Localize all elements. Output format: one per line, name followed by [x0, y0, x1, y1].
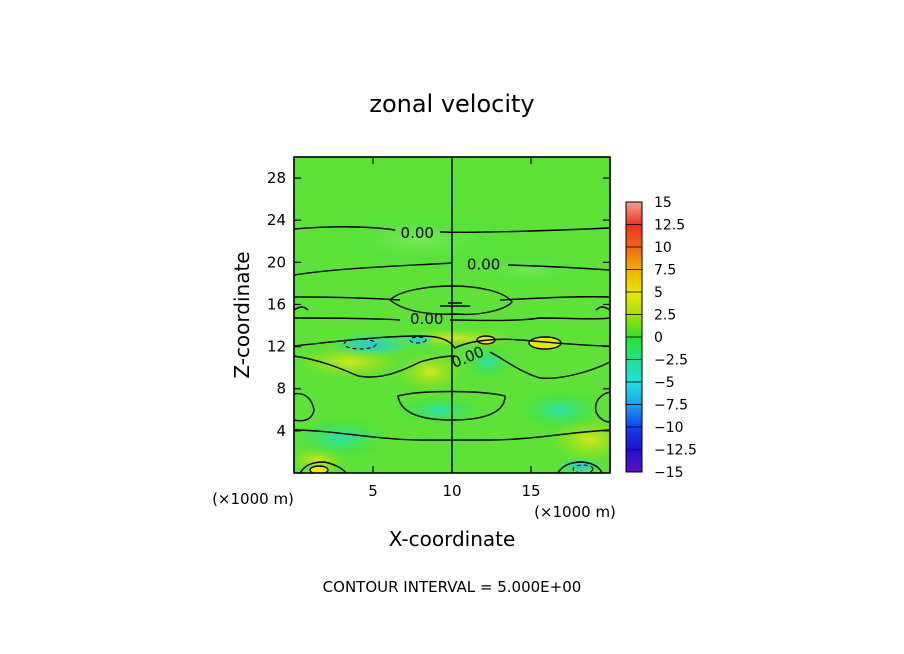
- colorbar-label: −7.5: [654, 398, 688, 414]
- y-axis-title: Z-coordinate: [230, 251, 254, 378]
- contour-line: [440, 302, 470, 307]
- contour-line: [528, 336, 562, 350]
- colorbar-segment: [626, 359, 642, 383]
- x-tick-label: 5: [368, 482, 378, 500]
- x-unit-right: (×1000 m): [534, 503, 616, 521]
- contour-line: [299, 461, 347, 473]
- colorbar-label: 7.5: [654, 263, 676, 279]
- y-tick-label: 24: [267, 211, 286, 229]
- y-axis: 4 8 12 16 20 24 28: [267, 169, 610, 440]
- field-patch: [395, 395, 485, 425]
- x-tick-label: 15: [521, 482, 540, 500]
- x-tick-label: 10: [442, 482, 461, 500]
- field-patch: [515, 390, 605, 430]
- colorbar-segment: [626, 427, 642, 450]
- colorbar-label: −12.5: [654, 443, 697, 459]
- contour-lines: [294, 226, 610, 473]
- contour-label: 0.00: [401, 224, 434, 242]
- colorbar-segment: [626, 314, 642, 338]
- y-tick-label: 12: [267, 338, 286, 356]
- colorbar-segment: [626, 449, 642, 473]
- y-tick-label: 20: [267, 253, 286, 271]
- colorbar-segment: [626, 382, 642, 405]
- colorbar-label: 10: [654, 240, 672, 256]
- colorbar-label: −15: [654, 465, 684, 481]
- colorbar-segment: [626, 269, 642, 293]
- negative-contour-line: [572, 464, 594, 473]
- colorbar-segment: [626, 224, 642, 248]
- field-patch: [529, 337, 561, 349]
- chart-title: zonal velocity: [369, 90, 534, 118]
- contour-line: [294, 392, 315, 422]
- colorbar-segment: [626, 202, 642, 225]
- contour-line: [294, 429, 610, 441]
- contour-line: [309, 465, 329, 473]
- negative-contour-lines: [343, 336, 594, 473]
- colorbar: 15 12.5 10 7.5 5 2.5 0 −2.5 −5 −7.5 −10 −12.5 −15: [625, 195, 697, 481]
- field-patch: [294, 416, 390, 460]
- colorbar-segment: [626, 247, 642, 270]
- field-patch: [310, 210, 530, 270]
- field-patch: [400, 333, 436, 347]
- negative-contour-line: [343, 338, 377, 350]
- colorbar-label: 12.5: [654, 218, 685, 234]
- colorbar-segment: [626, 404, 642, 428]
- contour-line: [476, 335, 496, 345]
- contour-line: [557, 461, 603, 473]
- colorbar-label: 2.5: [654, 308, 676, 324]
- colorbar-label: −5: [654, 375, 675, 391]
- contour-line: [294, 335, 610, 349]
- field-patch: [398, 352, 462, 392]
- colorbar-segment: [626, 292, 642, 315]
- y-tick-label: 16: [267, 295, 286, 313]
- contour-line: [489, 351, 610, 380]
- y-tick-label: 8: [276, 380, 286, 398]
- contour-label: 0.00: [410, 310, 443, 328]
- contour-line: [294, 262, 610, 276]
- y-tick-label: 28: [267, 169, 286, 187]
- x-unit-left: (×1000 m): [212, 490, 294, 508]
- field-patch: [460, 252, 600, 288]
- contour-line: [594, 391, 610, 423]
- x-axis: 5 10 15: [368, 157, 541, 500]
- contour-line: [294, 317, 610, 322]
- colorbar-segment: [626, 337, 642, 360]
- contour-line: [294, 355, 456, 378]
- field-patch: [463, 344, 513, 380]
- colorbar-label: −2.5: [654, 353, 688, 369]
- field-patch: [330, 333, 414, 357]
- contour-labels: 0.000.000.000.00: [401, 224, 501, 372]
- colorbar-label: 5: [654, 285, 663, 301]
- contour-interval-note: CONTOUR INTERVAL = 5.000E+00: [323, 578, 582, 596]
- heatmap-field: 0.000.000.000.00: [294, 157, 610, 473]
- contour-line: [397, 390, 506, 421]
- colorbar-label: −10: [654, 420, 684, 436]
- negative-contour-line: [409, 336, 427, 344]
- x-axis-title: X-coordinate: [389, 527, 516, 551]
- y-tick-label: 4: [276, 422, 286, 440]
- colorbar-label: 0: [654, 330, 663, 346]
- contour-label: 0.00: [467, 255, 500, 273]
- contour-line: [388, 285, 513, 316]
- contour-line: [294, 306, 610, 311]
- colorbar-label: 15: [654, 195, 672, 211]
